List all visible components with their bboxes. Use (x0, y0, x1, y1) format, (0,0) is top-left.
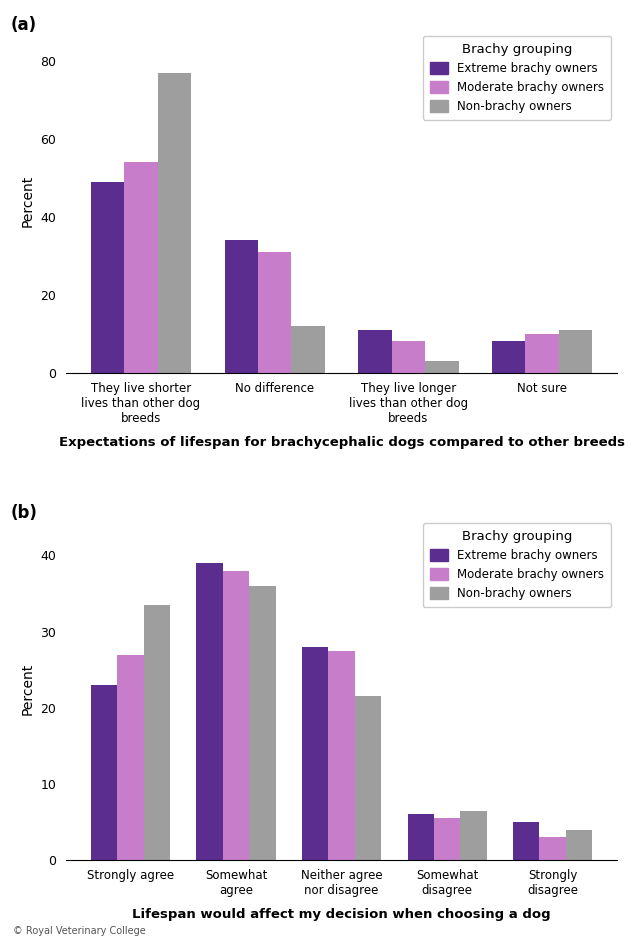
Y-axis label: Percent: Percent (20, 175, 34, 227)
Bar (513, 822, 540, 860)
Bar (124, 162, 158, 372)
Bar (526, 334, 559, 372)
Bar (559, 330, 592, 372)
Bar (355, 696, 381, 860)
Bar (144, 605, 170, 860)
Bar (328, 651, 355, 860)
X-axis label: Expectations of lifespan for brachycephalic dogs compared to other breeds: Expectations of lifespan for brachycepha… (58, 436, 624, 448)
Y-axis label: Percent: Percent (21, 662, 35, 715)
Bar (117, 655, 144, 860)
Bar (91, 182, 124, 372)
Bar (158, 72, 191, 372)
Bar (224, 240, 258, 372)
Bar (258, 251, 292, 372)
Bar (292, 325, 325, 372)
Text: (a): (a) (11, 16, 37, 34)
Bar (408, 814, 434, 860)
Bar (540, 838, 566, 860)
Text: © Royal Veterinary College: © Royal Veterinary College (13, 926, 145, 936)
Bar (223, 570, 249, 860)
Bar (249, 586, 276, 860)
Legend: Extreme brachy owners, Moderate brachy owners, Non-brachy owners: Extreme brachy owners, Moderate brachy o… (423, 523, 611, 607)
Text: (b): (b) (11, 504, 37, 522)
Bar (425, 361, 458, 372)
Bar (91, 685, 117, 860)
Bar (434, 818, 460, 860)
Bar (566, 830, 592, 860)
Bar (460, 810, 487, 860)
X-axis label: Lifespan would affect my decision when choosing a dog: Lifespan would affect my decision when c… (133, 908, 551, 921)
Bar (358, 330, 392, 372)
Bar (492, 341, 526, 372)
Bar (302, 647, 328, 860)
Bar (392, 341, 425, 372)
Bar (197, 563, 223, 860)
Legend: Extreme brachy owners, Moderate brachy owners, Non-brachy owners: Extreme brachy owners, Moderate brachy o… (423, 36, 611, 120)
